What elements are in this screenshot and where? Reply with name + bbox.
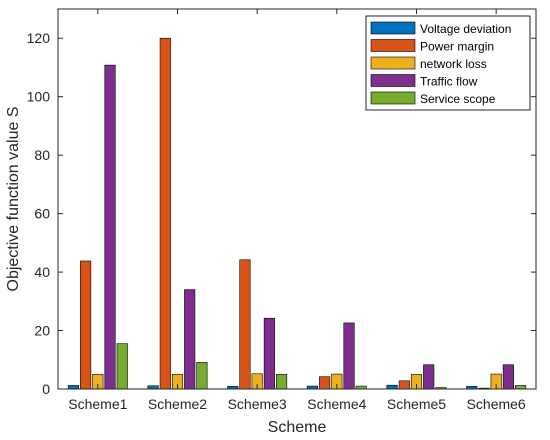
x-axis: Scheme1 Scheme2 Scheme3 Scheme4 Scheme5 Schem… xyxy=(68,9,526,412)
bar-service-scope-scheme2 xyxy=(196,362,208,390)
y-tick-label: 0 xyxy=(42,381,50,397)
legend-label: Voltage deviation xyxy=(420,22,511,36)
bar-traffic-flow-scheme1 xyxy=(104,64,116,390)
y-tick-label: 40 xyxy=(34,264,50,280)
y-tick-label: 100 xyxy=(27,89,51,105)
bar-power-margin-scheme1 xyxy=(80,260,92,390)
y-tick-label: 60 xyxy=(34,206,50,222)
legend-swatch-service-scope xyxy=(370,91,416,105)
bar-traffic-flow-scheme2 xyxy=(184,289,196,390)
bar-service-scope-scheme6 xyxy=(515,385,527,390)
plot-frame xyxy=(57,8,537,390)
x-tick-label: Scheme1 xyxy=(68,396,127,412)
x-tick-label: Scheme4 xyxy=(307,396,366,412)
legend: Voltage deviation Power margin network los… xyxy=(365,15,531,111)
legend-label: Power margin xyxy=(420,40,494,54)
bar-power-margin-scheme4 xyxy=(319,376,331,390)
legend-swatch-traffic-flow xyxy=(370,74,416,87)
x-tick-label: Scheme5 xyxy=(387,396,446,412)
bar-traffic-flow-scheme3 xyxy=(263,317,275,390)
bar-voltage-deviation-scheme1 xyxy=(67,385,79,390)
bar-voltage-deviation-scheme5 xyxy=(386,384,398,390)
legend-label: Traffic flow xyxy=(420,75,478,89)
bar-power-margin-scheme3 xyxy=(239,259,251,390)
x-axis-title: Scheme xyxy=(268,419,327,436)
x-tick-label: Scheme6 xyxy=(467,396,526,412)
y-axis: 0 20 40 60 80 100 120 xyxy=(27,30,536,397)
x-tick-label: Scheme2 xyxy=(148,396,207,412)
legend-swatch-network-loss xyxy=(370,56,416,70)
legend-swatch-voltage-deviation xyxy=(370,21,416,35)
x-tick-label: Scheme3 xyxy=(228,396,287,412)
bar-service-scope-scheme1 xyxy=(116,343,128,390)
y-axis-title: Objective function value S xyxy=(5,107,22,292)
y-tick-label: 20 xyxy=(34,323,50,339)
legend-label: network loss xyxy=(420,57,487,71)
bar-service-scope-scheme3 xyxy=(276,374,288,390)
bar-traffic-flow-scheme6 xyxy=(502,364,514,390)
legend-label: Service scope xyxy=(420,92,496,106)
y-tick-label: 120 xyxy=(27,30,51,46)
bars-layer xyxy=(67,37,527,390)
legend-swatch-power-margin xyxy=(370,39,416,52)
bar-traffic-flow-scheme4 xyxy=(343,322,355,390)
bar-power-margin-scheme5 xyxy=(398,380,410,390)
y-tick-label: 80 xyxy=(34,147,50,163)
bar-power-margin-scheme2 xyxy=(159,37,171,390)
bar-traffic-flow-scheme5 xyxy=(423,364,435,390)
